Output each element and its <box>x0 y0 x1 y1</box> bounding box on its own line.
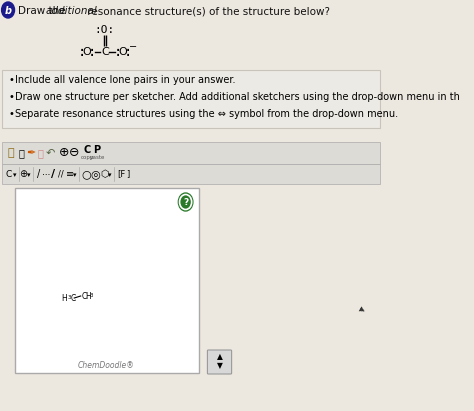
Text: :: : <box>114 45 122 59</box>
Bar <box>2 142 380 164</box>
Text: 3: 3 <box>90 293 93 298</box>
Text: ≡: ≡ <box>66 169 74 179</box>
Text: paste: paste <box>89 155 105 159</box>
Text: ⬡: ⬡ <box>100 169 109 179</box>
Text: C: C <box>101 47 109 57</box>
Text: ▾: ▾ <box>108 172 111 178</box>
Text: ◎: ◎ <box>91 169 100 179</box>
Text: ▾: ▾ <box>13 172 16 178</box>
Text: ⊖: ⊖ <box>69 145 80 159</box>
Text: ▾: ▾ <box>73 172 77 178</box>
Text: //: // <box>58 169 64 178</box>
Text: b: b <box>5 5 11 16</box>
Text: C: C <box>82 291 87 300</box>
Text: ○: ○ <box>82 169 91 179</box>
Text: H: H <box>61 293 67 302</box>
Text: [F: [F <box>117 169 125 178</box>
Text: ▸: ▸ <box>356 304 366 316</box>
Text: ↶: ↶ <box>46 148 55 158</box>
Circle shape <box>178 193 193 211</box>
Text: :: : <box>78 45 86 59</box>
Text: additional: additional <box>46 6 98 16</box>
Text: ?: ? <box>183 198 188 207</box>
Text: ▼: ▼ <box>217 362 222 370</box>
Text: 🏠: 🏠 <box>18 148 24 158</box>
Text: C: C <box>83 145 91 155</box>
Text: H: H <box>85 291 91 300</box>
Text: O: O <box>83 47 91 57</box>
Text: resonance structure(s) of the structure below?: resonance structure(s) of the structure … <box>84 6 330 16</box>
Text: copy: copy <box>81 155 94 159</box>
Text: /: / <box>37 169 40 179</box>
Text: •: • <box>8 109 14 119</box>
Text: 🖐: 🖐 <box>8 148 15 158</box>
Text: Separate resonance structures using the ⇔ symbol from the drop-down menu.: Separate resonance structures using the … <box>15 109 398 119</box>
Text: ]: ] <box>127 169 130 178</box>
Text: C: C <box>6 169 12 178</box>
Text: •: • <box>8 75 14 85</box>
Text: ChemDoodle®: ChemDoodle® <box>78 360 135 369</box>
FancyBboxPatch shape <box>208 350 232 374</box>
Text: 3: 3 <box>68 295 71 300</box>
Text: ▾: ▾ <box>27 172 31 178</box>
Text: /: / <box>51 169 55 179</box>
Text: :: : <box>88 45 96 59</box>
Text: ⊕: ⊕ <box>19 169 27 179</box>
Circle shape <box>1 2 15 18</box>
Text: ✒: ✒ <box>26 148 36 158</box>
Text: Draw the: Draw the <box>18 6 69 16</box>
Text: 🧹: 🧹 <box>37 148 43 158</box>
Text: O: O <box>118 47 127 57</box>
Bar <box>15 188 199 373</box>
Text: •: • <box>8 92 14 102</box>
Text: :: : <box>123 45 132 59</box>
Text: −: − <box>129 42 137 52</box>
Text: ⋯: ⋯ <box>42 169 50 178</box>
Text: Include all valence lone pairs in your answer.: Include all valence lone pairs in your a… <box>15 75 235 85</box>
Text: :O:: :O: <box>95 25 115 35</box>
Text: P: P <box>93 145 100 155</box>
FancyBboxPatch shape <box>2 70 380 128</box>
Text: ⊕: ⊕ <box>59 145 70 159</box>
Text: Draw one structure per sketcher. Add additional sketchers using the drop-down me: Draw one structure per sketcher. Add add… <box>15 92 459 102</box>
Text: C: C <box>71 293 76 302</box>
Bar <box>2 164 380 184</box>
Text: ▲: ▲ <box>217 353 222 362</box>
